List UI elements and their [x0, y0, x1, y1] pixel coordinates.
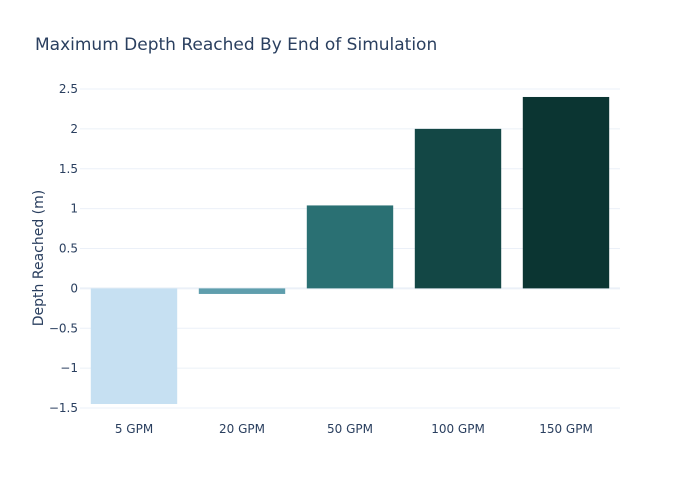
y-tick-labels: −1.5 −1 −0.5 0 0.5 1 1.5 2 2.5	[49, 82, 78, 415]
y-tick-label: −1	[60, 361, 78, 375]
y-tick-label: 2.5	[59, 82, 78, 96]
chart-title: Maximum Depth Reached By End of Simulati…	[35, 35, 437, 55]
y-tick-label: 2	[70, 122, 78, 136]
y-tick-label: 1	[70, 202, 78, 216]
x-tick-label: 150 GPM	[539, 422, 593, 436]
x-tick-label: 20 GPM	[219, 422, 265, 436]
bar	[522, 96, 610, 289]
y-axis-title: Depth Reached (m)	[31, 190, 47, 326]
x-tick-label: 100 GPM	[431, 422, 485, 436]
bar	[198, 288, 286, 294]
y-tick-label: −0.5	[49, 321, 78, 335]
y-tick-label: 1.5	[59, 162, 78, 176]
bars	[90, 96, 610, 405]
bar	[414, 128, 502, 289]
x-tick-label: 5 GPM	[115, 422, 153, 436]
y-tick-label: 0	[70, 281, 78, 295]
x-tick-labels: 5 GPM 20 GPM 50 GPM 100 GPM 150 GPM	[115, 422, 593, 436]
y-tick-label: 0.5	[59, 242, 78, 256]
x-tick-label: 50 GPM	[327, 422, 373, 436]
bar	[90, 288, 178, 405]
bar	[306, 205, 394, 289]
y-tick-label: −1.5	[49, 401, 78, 415]
